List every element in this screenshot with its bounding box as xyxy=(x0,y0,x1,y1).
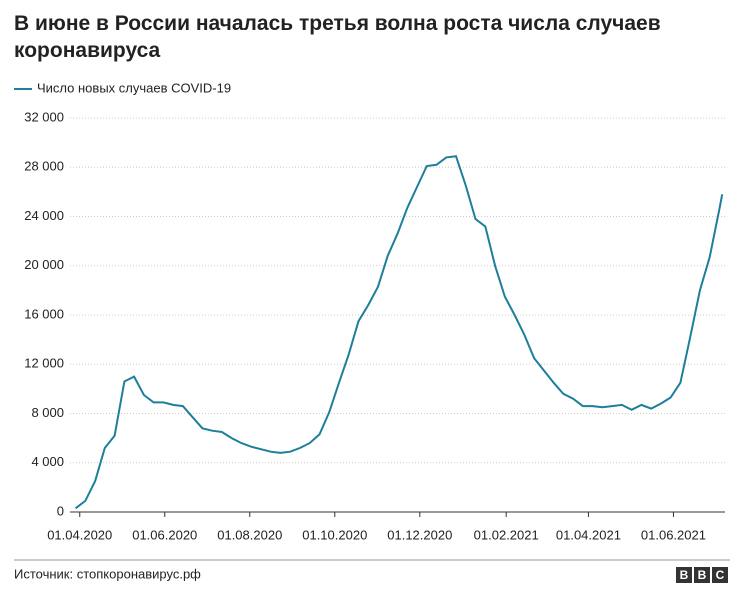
y-tick-label: 8 000 xyxy=(31,405,64,420)
y-tick-label: 28 000 xyxy=(24,159,64,174)
chart-title: В июне в России началась третья волна ро… xyxy=(14,12,661,62)
logo-box xyxy=(694,567,710,583)
x-tick-label: 01.06.2021 xyxy=(641,527,706,542)
y-tick-label: 20 000 xyxy=(24,257,64,272)
logo-box xyxy=(712,567,728,583)
legend-label: Число новых случаев COVID-19 xyxy=(37,80,231,95)
y-tick-label: 32 000 xyxy=(24,109,64,124)
logo-letter: B xyxy=(698,568,707,582)
x-tick-label: 01.10.2020 xyxy=(302,527,367,542)
y-tick-label: 12 000 xyxy=(24,356,64,371)
logo-box xyxy=(676,567,692,583)
y-tick-label: 0 xyxy=(57,503,64,518)
y-tick-label: 4 000 xyxy=(31,454,64,469)
x-tick-label: 01.04.2020 xyxy=(47,527,112,542)
x-tick-label: 01.02.2021 xyxy=(474,527,539,542)
logo-letter: C xyxy=(716,568,725,582)
x-tick-label: 01.04.2021 xyxy=(556,527,621,542)
logo-letter: B xyxy=(680,568,689,582)
source: Источник: стопкоронавирус.рф xyxy=(14,566,201,581)
y-tick-label: 24 000 xyxy=(24,208,64,223)
x-tick-label: 01.06.2020 xyxy=(132,527,197,542)
x-tick-label: 01.12.2020 xyxy=(387,527,452,542)
x-tick-label: 01.08.2020 xyxy=(217,527,282,542)
y-tick-label: 16 000 xyxy=(24,306,64,321)
series-line xyxy=(74,155,724,510)
